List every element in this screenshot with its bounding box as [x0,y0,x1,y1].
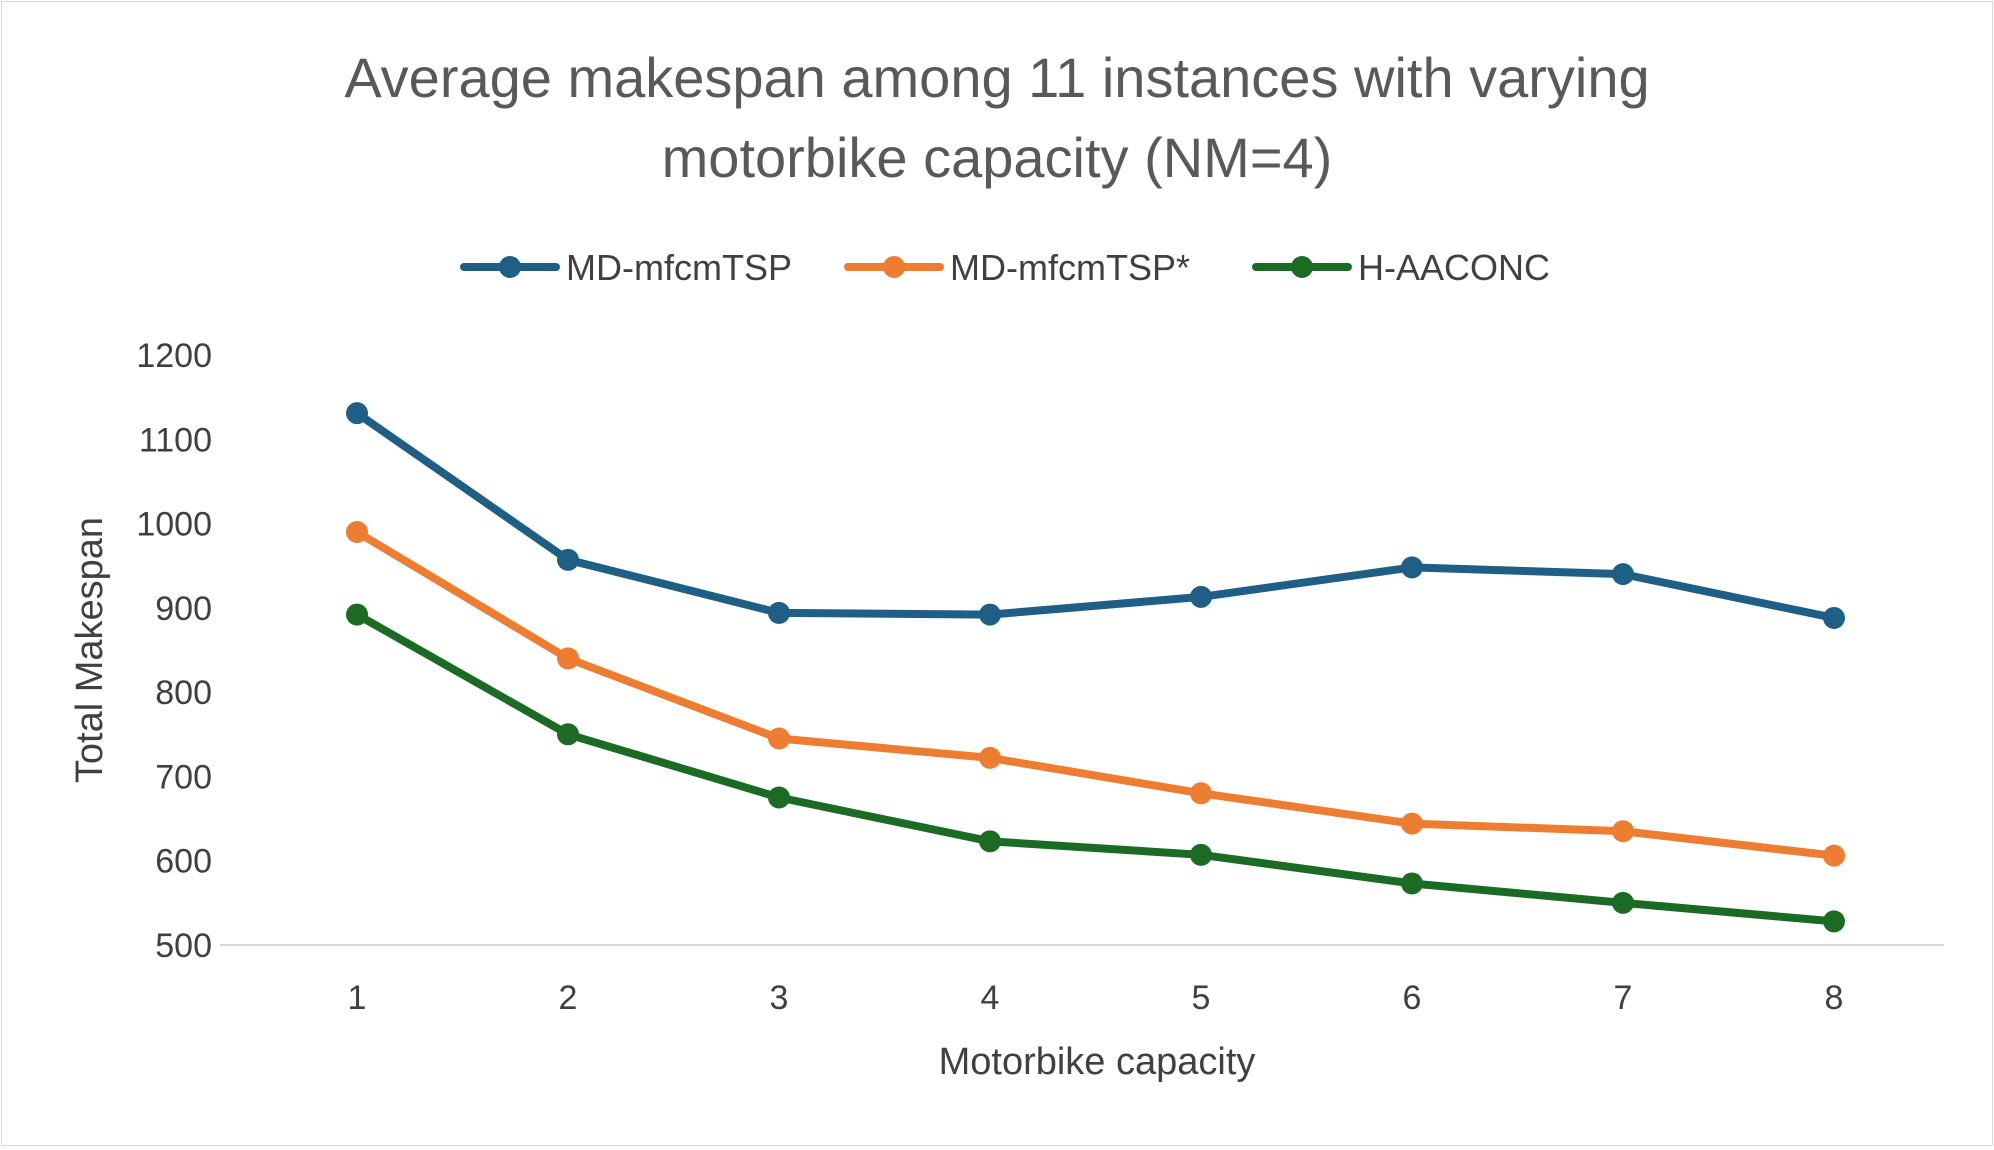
data-point [1401,556,1423,579]
x-tick-label: 7 [1614,979,1633,1017]
data-point [557,548,579,571]
data-point [1190,782,1212,805]
legend-label: H-AACONC [1358,247,1550,288]
chart-title-line-1: Average makespan among 11 instances with… [344,46,1649,109]
series-line [353,528,1838,860]
legend-item: MD-mfcmTSP [460,247,792,288]
legend-label: MD-mfcmTSP [566,247,792,288]
legend-item: H-AACONC [1252,247,1550,288]
chart-title-line-2: motorbike capacity (NM=4) [662,126,1333,189]
y-tick-label: 600 [155,843,212,881]
x-tick-label: 3 [770,979,789,1017]
legend-swatch-marker [1291,256,1313,278]
data-point [1190,843,1212,866]
data-point [1612,563,1634,586]
data-point [557,647,579,670]
data-point [346,603,368,626]
data-point [1401,872,1423,895]
legend-swatch-marker [499,256,521,278]
data-point [979,746,1001,769]
series-line [353,610,1838,926]
legend: MD-mfcmTSP MD-mfcmTSP* H-AACONC [460,247,1550,288]
series-1 [346,402,1845,629]
y-tick-label: 900 [155,590,212,628]
data-point [557,723,579,746]
y-tick-label: 800 [155,674,212,712]
data-point [1612,891,1634,914]
y-tick-label: 1000 [136,506,212,544]
data-point [1823,606,1845,629]
x-tick-label: 8 [1825,979,1844,1017]
x-tick-label: 6 [1403,979,1422,1017]
series-3 [346,603,1845,933]
y-tick-label: 500 [155,927,212,965]
series-line [353,409,1838,622]
legend-label: MD-mfcmTSP* [950,247,1190,288]
series-2 [346,521,1845,867]
x-axis-title: Motorbike capacity [939,1041,1256,1083]
x-tick-label: 4 [981,979,1000,1017]
data-point [1190,585,1212,608]
data-point [768,601,790,624]
data-point [768,727,790,750]
data-point [1823,910,1845,933]
y-tick-label: 1100 [139,421,212,459]
x-axis: 1 2 3 4 5 6 7 8 [220,944,1944,1017]
data-point [979,830,1001,853]
y-tick-label: 1200 [136,337,212,375]
data-point [1823,844,1845,867]
data-point [979,603,1001,626]
legend-item: MD-mfcmTSP* [844,247,1190,288]
legend-swatch-marker [883,256,905,278]
x-tick-label: 5 [1192,979,1211,1017]
y-tick-label: 700 [155,758,212,796]
data-point [346,521,368,543]
x-tick-label: 1 [348,979,367,1017]
x-tick-label: 2 [559,979,578,1017]
y-axis-title: Total Makespan [69,517,111,783]
plot-series [346,402,1845,933]
data-point [1401,812,1423,835]
data-point [768,786,790,809]
y-axis: 500 600 700 800 900 1000 1100 1200 [136,337,212,965]
data-point [1612,820,1634,843]
data-point [346,402,368,425]
